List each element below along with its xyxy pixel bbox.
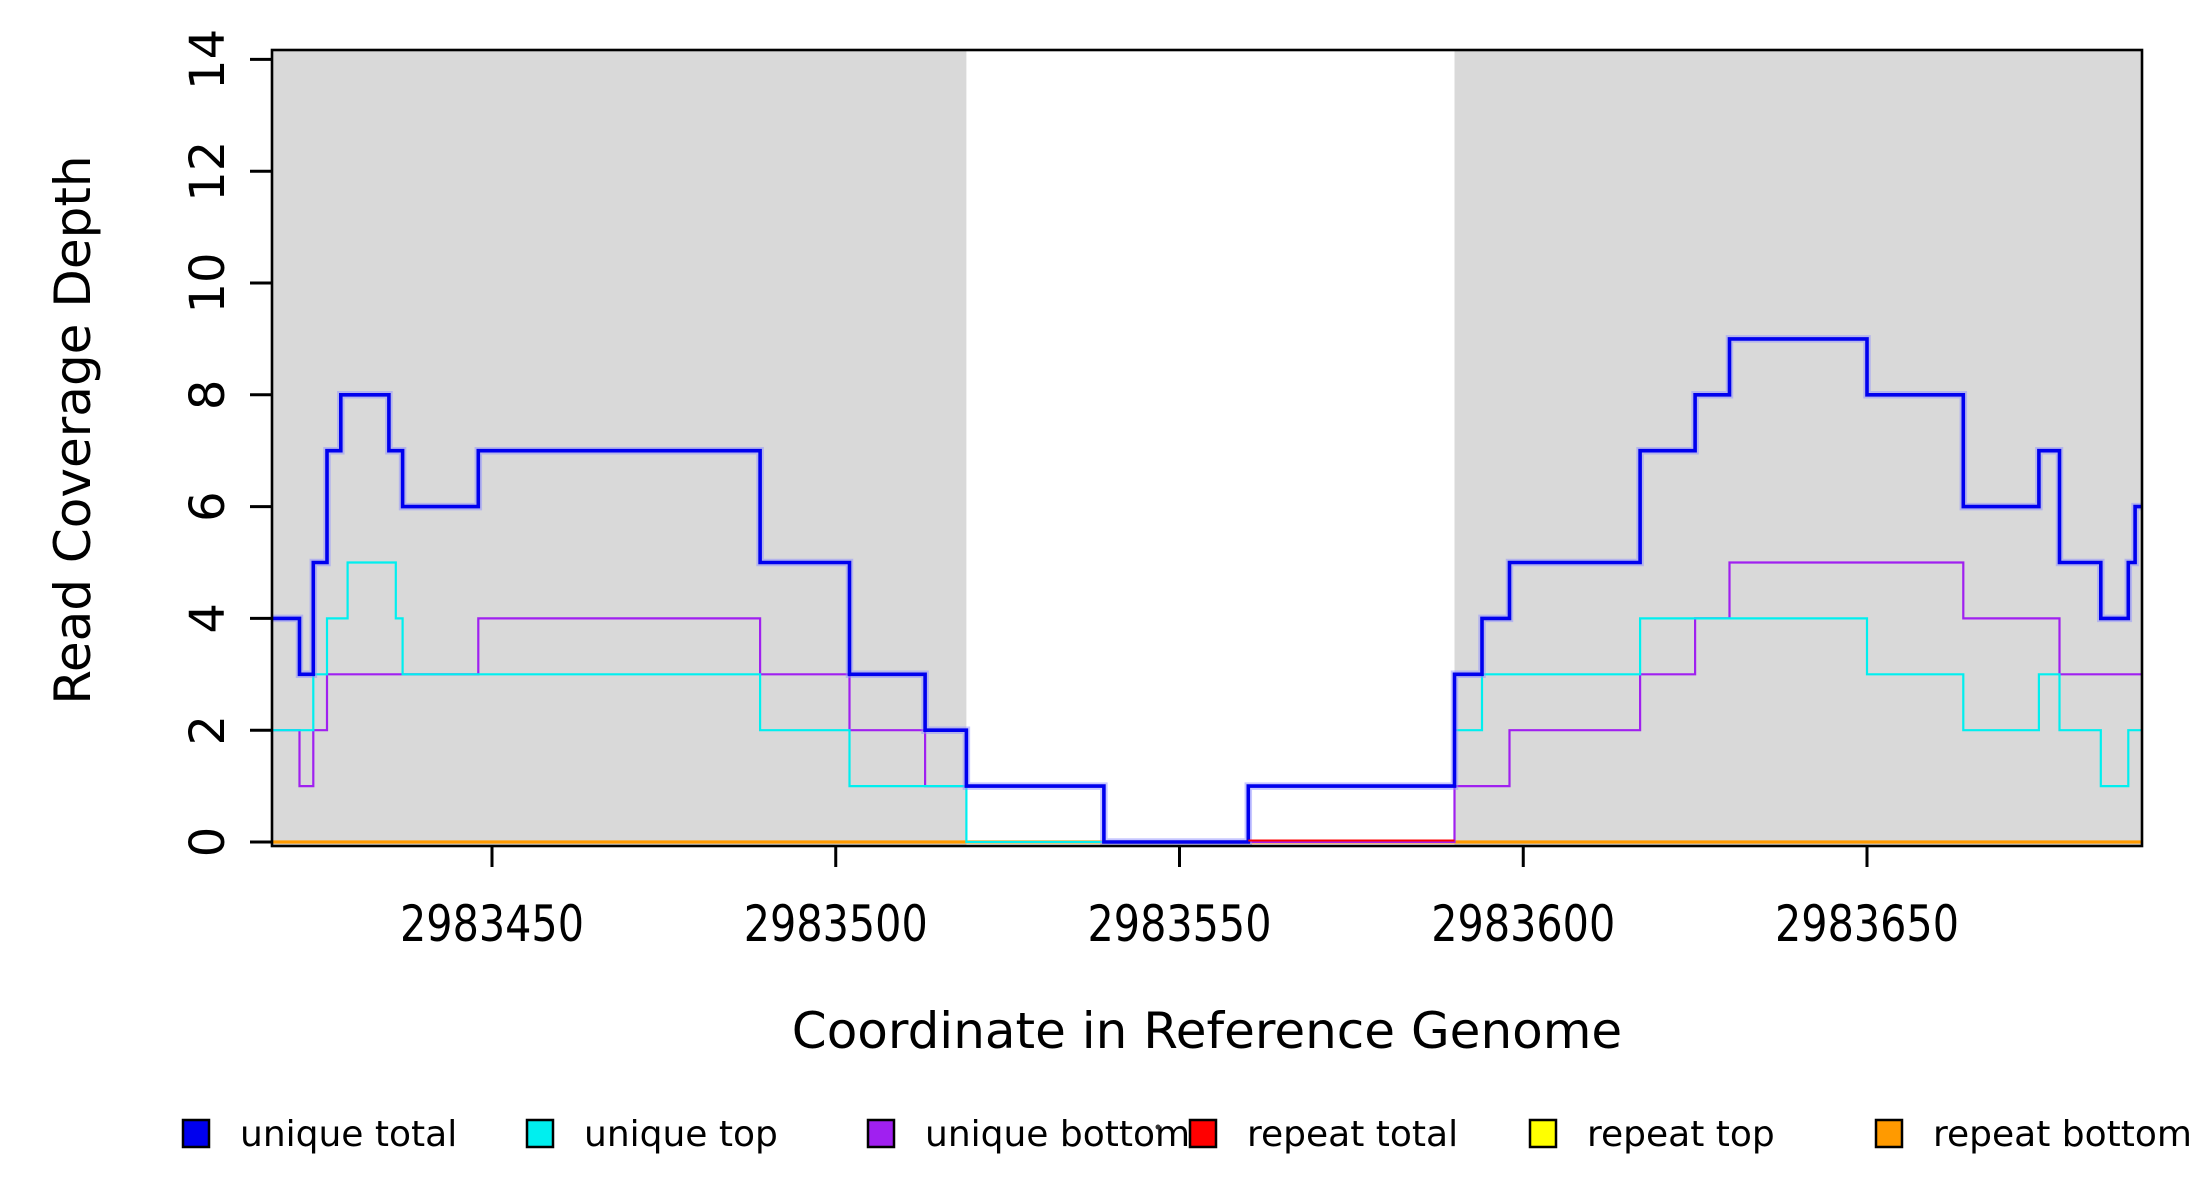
legend-swatch-unique-total [181, 1118, 211, 1149]
y-tick-label: 12 [180, 141, 236, 202]
shaded-region-2 [1454, 50, 2142, 846]
legend-swatch-repeat-bottom [1874, 1118, 1904, 1149]
legend-swatch-repeat-top [1528, 1118, 1558, 1149]
legend-label: repeat total [1247, 1114, 1458, 1155]
legend-label: repeat bottom [1933, 1114, 2192, 1155]
y-tick-label: 10 [180, 252, 236, 313]
y-tick-label: 2 [180, 715, 236, 746]
y-axis-title: Read Coverage Depth [44, 155, 102, 704]
x-tick-label: 2983650 [1775, 895, 1959, 953]
legend-label: unique total [240, 1114, 457, 1155]
legend: unique total unique top unique bottom repea… [181, 1114, 2192, 1155]
legend-swatch-unique-bottom [866, 1118, 896, 1149]
y-tick-label: 8 [180, 380, 236, 411]
x-tick-label: 2983450 [400, 895, 584, 953]
plot-frame-layer [270, 48, 2144, 848]
y-tick-label: 6 [180, 491, 236, 522]
legend-label: unique bottom [925, 1114, 1190, 1155]
legend-entry-repeat-total: repeat total [1188, 1114, 1458, 1155]
tick-labels-layer: 2983450 2983500 2983550 2983600 2983650 0 2 4 6 8… [180, 29, 1959, 953]
tick-marks-layer [250, 57, 1869, 867]
shaded-regions-layer [272, 50, 2142, 846]
legend-entry-unique-bottom: unique bottom [866, 1114, 1190, 1155]
x-tick-label: 2983550 [1088, 895, 1272, 953]
legend-swatch-repeat-total [1188, 1118, 1218, 1149]
series-layer [272, 335, 2142, 846]
legend-label: repeat top [1587, 1114, 1775, 1155]
x-tick-label: 2983600 [1431, 895, 1615, 953]
legend-entry-repeat-top: repeat top [1528, 1114, 1775, 1155]
legend-entry-unique-total: unique total [181, 1114, 457, 1155]
y-tick-label: 4 [180, 603, 236, 634]
y-tick-label: 14 [180, 29, 236, 90]
y-tick-label: 0 [180, 827, 236, 858]
legend-entry-repeat-bottom: repeat bottom [1874, 1114, 2192, 1155]
legend-entry-unique-top: unique top [525, 1114, 778, 1155]
x-axis-title: Coordinate in Reference Genome [792, 1002, 1622, 1060]
legend-swatch-unique-top [525, 1118, 555, 1149]
legend-label: unique top [584, 1114, 778, 1155]
artifact-dot [1155, 1124, 1161, 1130]
plot-frame [270, 48, 2144, 848]
x-tick-label: 2983500 [744, 895, 928, 953]
series-unique-total [272, 337, 2142, 844]
